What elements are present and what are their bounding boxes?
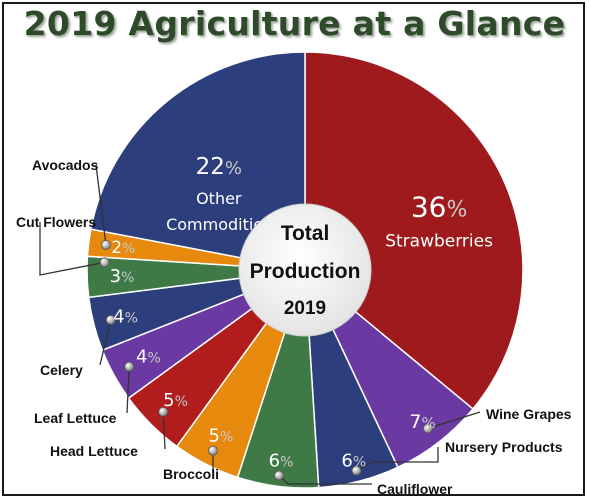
- connector-avocados: [95, 164, 107, 245]
- slice-pct-wine-grapes: 7%: [409, 411, 435, 433]
- slice-pct-leaf-lettuce: 4%: [136, 346, 161, 367]
- center-label-line-1: Total: [281, 222, 330, 245]
- slice-pct-other-commodities: 22%: [196, 154, 242, 180]
- slice-pct-avocados: 2%: [111, 238, 135, 258]
- slice-label-cauliflower: Cauliflower: [377, 481, 453, 497]
- label-connectors: [39, 164, 481, 485]
- center-label-line-2: Production: [250, 260, 361, 283]
- slice-name-other-commodities-2: Commodities: [166, 215, 271, 234]
- connector-dot-head-lettuce: [158, 406, 169, 417]
- connector-dot-cut-flowers: [99, 257, 110, 268]
- connector-dot-nursery-products: [351, 465, 362, 476]
- slice-pct-head-lettuce: 5%: [163, 390, 188, 411]
- slice-label-avocados: Avocados: [32, 157, 99, 173]
- connector-cut-flowers: [39, 222, 105, 276]
- slice-pct-strawberries: 36%: [411, 191, 468, 224]
- connector-leaf-lettuce: [126, 366, 130, 414]
- slice-strawberries: [304, 51, 524, 411]
- slice-label-head-lettuce: Head Lettuce: [50, 443, 138, 459]
- slice-label-wine-grapes: Wine Grapes: [486, 406, 572, 422]
- center-label-line-3: 2019: [284, 298, 326, 319]
- slice-label-leaf-lettuce: Leaf Lettuce: [34, 410, 117, 426]
- chart-title: 2019 Agriculture at a Glance: [23, 4, 566, 43]
- slice-pct-cauliflower: 6%: [269, 451, 294, 472]
- slice-label-nursery-products: Nursery Products: [445, 439, 563, 455]
- connector-dot-broccoli: [208, 445, 218, 456]
- slice-pct-celery: 4%: [113, 306, 138, 327]
- connector-dot-avocados: [101, 239, 111, 250]
- slice-label-celery: Celery: [40, 362, 83, 378]
- slice-pct-nursery-products: 6%: [341, 450, 366, 471]
- connector-nursery-products: [356, 447, 439, 472]
- connector-wine-grapes: [427, 411, 481, 430]
- slice-labels: 36% Strawberries 7% Wine Grapes 6% Nursery Pr…: [16, 154, 572, 497]
- slice-name-strawberries: Strawberries: [385, 232, 493, 252]
- connector-dot-leaf-lettuce: [124, 361, 135, 372]
- center-circle: [238, 203, 372, 337]
- connector-dot-wine-grapes: [422, 423, 433, 434]
- connector-celery: [99, 319, 112, 366]
- connector-dot-celery: [105, 314, 116, 325]
- slice-label-cut-flowers: Cut Flowers: [16, 214, 96, 230]
- slice-name-other-commodities-1: Other: [196, 189, 242, 208]
- slice-label-broccoli: Broccoli: [163, 466, 219, 482]
- connector-head-lettuce: [162, 411, 166, 450]
- slice-pct-cut-flowers: 3%: [110, 266, 135, 287]
- connector-dot-cauliflower: [274, 470, 284, 481]
- slice-pct-broccoli: 5%: [209, 425, 234, 446]
